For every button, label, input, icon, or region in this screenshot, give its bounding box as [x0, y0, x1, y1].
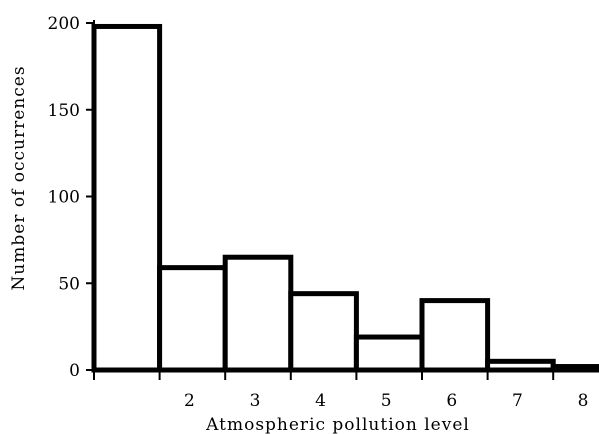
bar-4 — [288, 291, 359, 373]
bar-6 — [419, 298, 491, 373]
x-axis-title: Atmospheric pollution level — [205, 415, 470, 434]
x-ticks-group: 2 3 4 5 6 7 8 — [93, 370, 589, 411]
bar-7 — [485, 358, 556, 373]
y-axis-title: Number of occurrences — [9, 65, 29, 290]
x-tick-label: 7 — [512, 391, 523, 411]
y-tick-label: 0 — [69, 361, 80, 381]
y-tick-label: 50 — [58, 274, 80, 294]
y-tick-label: 100 — [48, 188, 80, 208]
bar-5 — [353, 334, 425, 373]
x-tick-label: 4 — [315, 391, 326, 411]
x-tick-label: 2 — [184, 391, 195, 411]
bars-group — [91, 23, 599, 373]
x-tick-label: 8 — [578, 391, 589, 411]
bar-1 — [91, 23, 163, 373]
bar-2 — [157, 265, 228, 373]
x-tick-label: 3 — [250, 391, 261, 411]
x-tick-label: 6 — [446, 391, 457, 411]
x-tick-label: 5 — [381, 391, 392, 411]
y-ticks-group: 0 50 100 150 200 — [48, 14, 94, 381]
y-tick-label: 200 — [48, 14, 80, 34]
y-tick-label: 150 — [48, 101, 80, 121]
bar-3 — [222, 254, 294, 373]
